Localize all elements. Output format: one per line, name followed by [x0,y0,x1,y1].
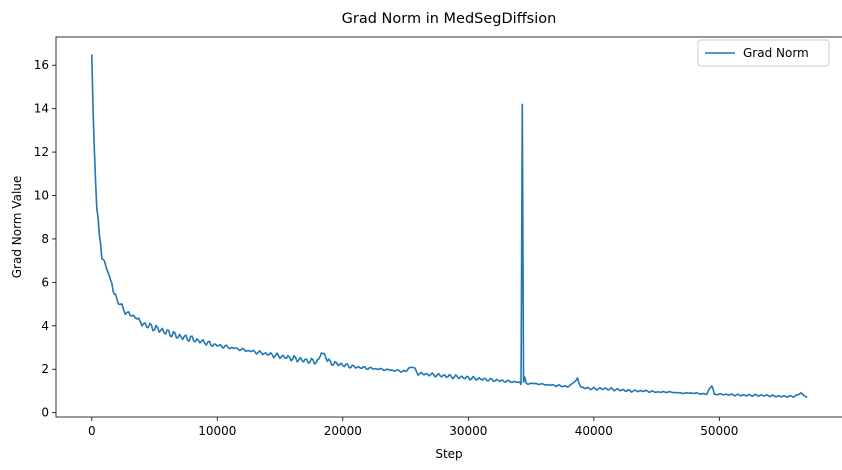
y-tick-label: 14 [34,102,49,116]
x-tick-label: 0 [88,424,96,438]
y-tick-label: 0 [41,406,49,420]
y-tick-label: 6 [41,275,49,289]
y-tick-label: 4 [41,319,49,333]
legend-box [697,39,830,67]
y-tick-label: 12 [34,145,49,159]
legend-entry-label: Grad Norm [743,46,809,60]
x-axis-label: Step [435,447,462,461]
y-tick-label: 2 [41,362,49,376]
y-tick-label: 10 [34,189,49,203]
x-tick-label: 20000 [324,424,362,438]
plot-area-frame [55,36,842,418]
x-tick-label: 40000 [575,424,613,438]
y-tick-label: 16 [34,58,49,72]
legend: Grad Norm [697,39,830,67]
series-line-grad-norm [90,54,808,399]
x-tick-label: 10000 [198,424,236,438]
x-tick-label: 50000 [700,424,738,438]
y-axis-label: Grad Norm Value [10,176,24,279]
chart-title: Grad Norm in MedSegDiffsion [342,11,557,27]
x-tick-label: 30000 [449,424,487,438]
y-tick-label: 8 [41,232,49,246]
